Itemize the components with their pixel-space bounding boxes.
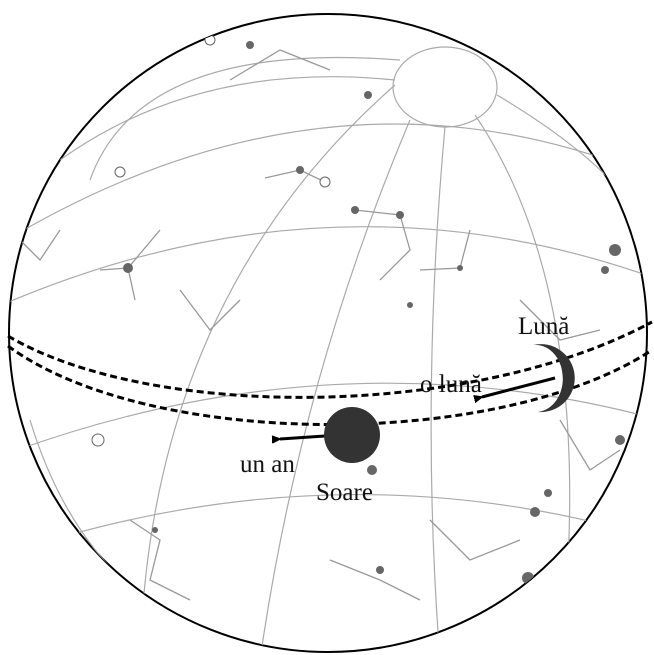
moon-arrow: [482, 376, 556, 397]
sun-arrow: [280, 434, 326, 439]
moon: [533, 344, 575, 413]
sun-label: Soare: [316, 479, 373, 506]
sphere: [8, 13, 648, 653]
year-label: un an: [240, 451, 295, 478]
moon-label: Lună: [518, 313, 569, 340]
sun: [324, 407, 380, 463]
month-label: o lună: [420, 371, 482, 398]
